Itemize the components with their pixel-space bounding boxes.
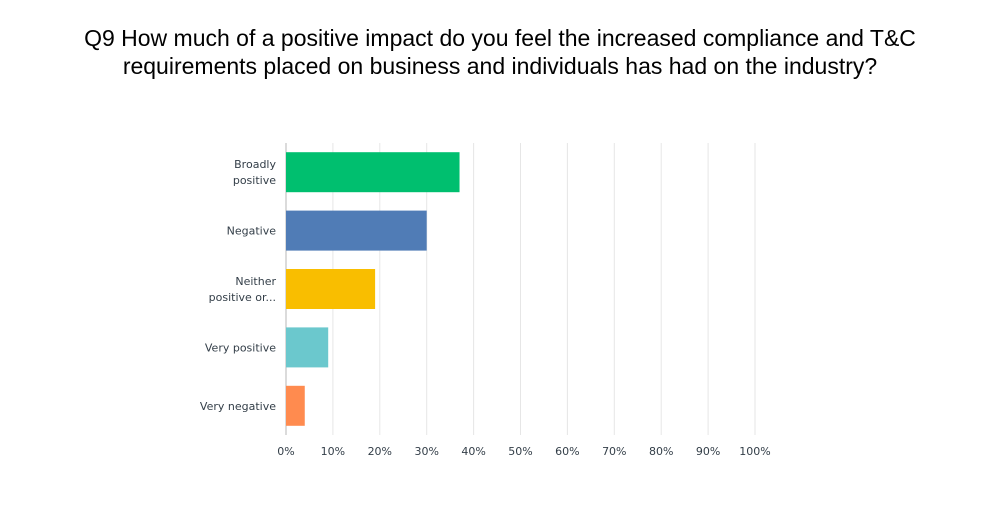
x-tick-label: 90% — [696, 445, 720, 458]
chart-title-line-1: Q9 How much of a positive impact do you … — [84, 25, 916, 51]
category-label: Neither positive or... — [209, 275, 277, 304]
category-label: Very positive — [205, 341, 276, 354]
bar — [286, 385, 305, 426]
category-label: Broadly positive — [233, 158, 277, 187]
bar — [286, 152, 460, 193]
x-tick-label: 10% — [321, 445, 345, 458]
x-tick-label: 100% — [739, 445, 770, 458]
chart-title: Q9 How much of a positive impact do you … — [0, 24, 1000, 80]
x-tick-label: 0% — [277, 445, 294, 458]
category-label: Very negative — [200, 400, 276, 413]
bar — [286, 269, 376, 309]
x-tick-label: 70% — [602, 445, 626, 458]
x-tick-label: 30% — [414, 445, 438, 458]
category-label: Negative — [227, 225, 277, 238]
x-tick-label: 20% — [368, 445, 392, 458]
bar — [286, 210, 427, 251]
x-tick-label: 40% — [461, 445, 485, 458]
x-tick-label: 80% — [649, 445, 673, 458]
chart-title-line-2: requirements placed on business and indi… — [122, 53, 878, 79]
x-tick-label: 50% — [508, 445, 532, 458]
bar — [286, 327, 329, 368]
x-tick-label: 60% — [555, 445, 579, 458]
